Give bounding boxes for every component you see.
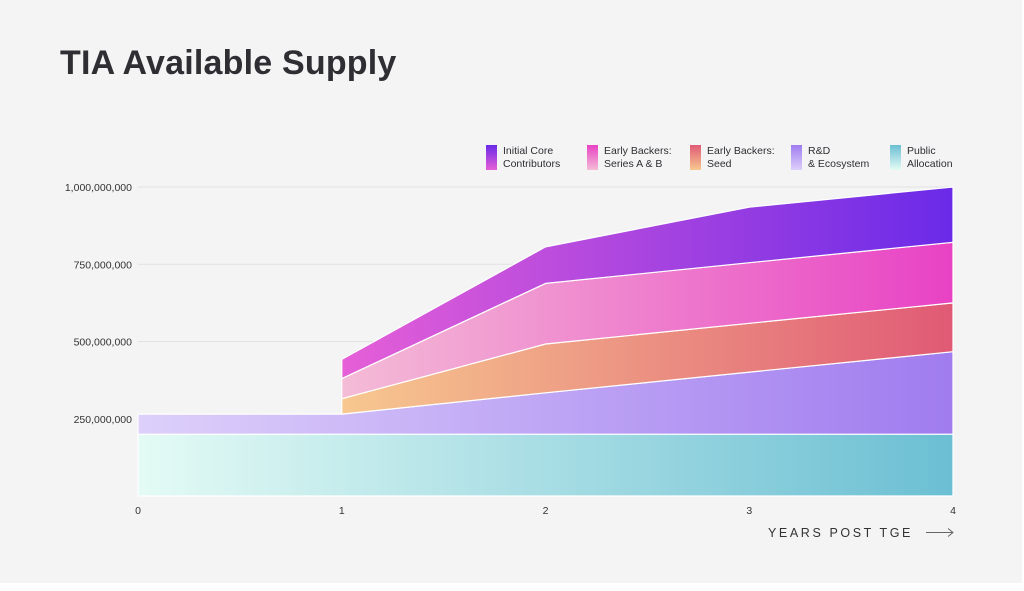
legend-label: R&D (808, 145, 831, 157)
legend-swatch (791, 145, 802, 170)
legend-label: Allocation (907, 158, 953, 170)
legend-label: Early Backers: (604, 145, 672, 157)
right-arrow-icon (926, 528, 954, 537)
y-tick-label: 250,000,000 (74, 414, 133, 426)
legend-item-early-backers-seed: Early Backers:Seed (690, 145, 775, 170)
legend-label: Seed (707, 158, 732, 170)
legend-item-early-backers-series-a-and-b: Early Backers:Series A & B (587, 145, 672, 170)
x-tick-label: 3 (746, 505, 752, 517)
x-tick-label: 1 (339, 505, 345, 517)
legend-label: Early Backers: (707, 145, 775, 157)
legend-swatch (486, 145, 497, 170)
legend-label: Contributors (503, 158, 560, 170)
y-tick-label: 1,000,000,000 (65, 182, 132, 194)
legend-swatch (890, 145, 901, 170)
legend-label: Initial Core (503, 145, 553, 157)
legend-label: Public (907, 145, 936, 157)
areas (137, 186, 954, 497)
y-axis-tick-labels: 1,000,000,000 750,000,000 500,000,000 250,0… (65, 182, 132, 426)
x-axis-title-group: YEARS POST TGE (768, 526, 954, 540)
x-tick-label: 4 (950, 505, 956, 517)
legend-label: & Ecosystem (808, 158, 870, 170)
y-tick-label: 750,000,000 (74, 259, 133, 271)
legend-swatch (587, 145, 598, 170)
x-tick-label: 2 (543, 505, 549, 517)
area-public-allocation (137, 433, 954, 497)
legend-item-randd-and-ecosystem: R&D& Ecosystem (791, 145, 870, 170)
area-initial-core-contributors (341, 186, 954, 380)
chart-title: TIA Available Supply (60, 44, 397, 82)
x-axis-tick-labels: 0 1 2 3 4 (135, 505, 956, 517)
y-tick-label: 500,000,000 (74, 337, 133, 349)
legend-swatch (690, 145, 701, 170)
x-tick-label: 0 (135, 505, 141, 517)
x-axis-title: YEARS POST TGE (768, 526, 913, 540)
legend-label: Series A & B (604, 158, 662, 170)
